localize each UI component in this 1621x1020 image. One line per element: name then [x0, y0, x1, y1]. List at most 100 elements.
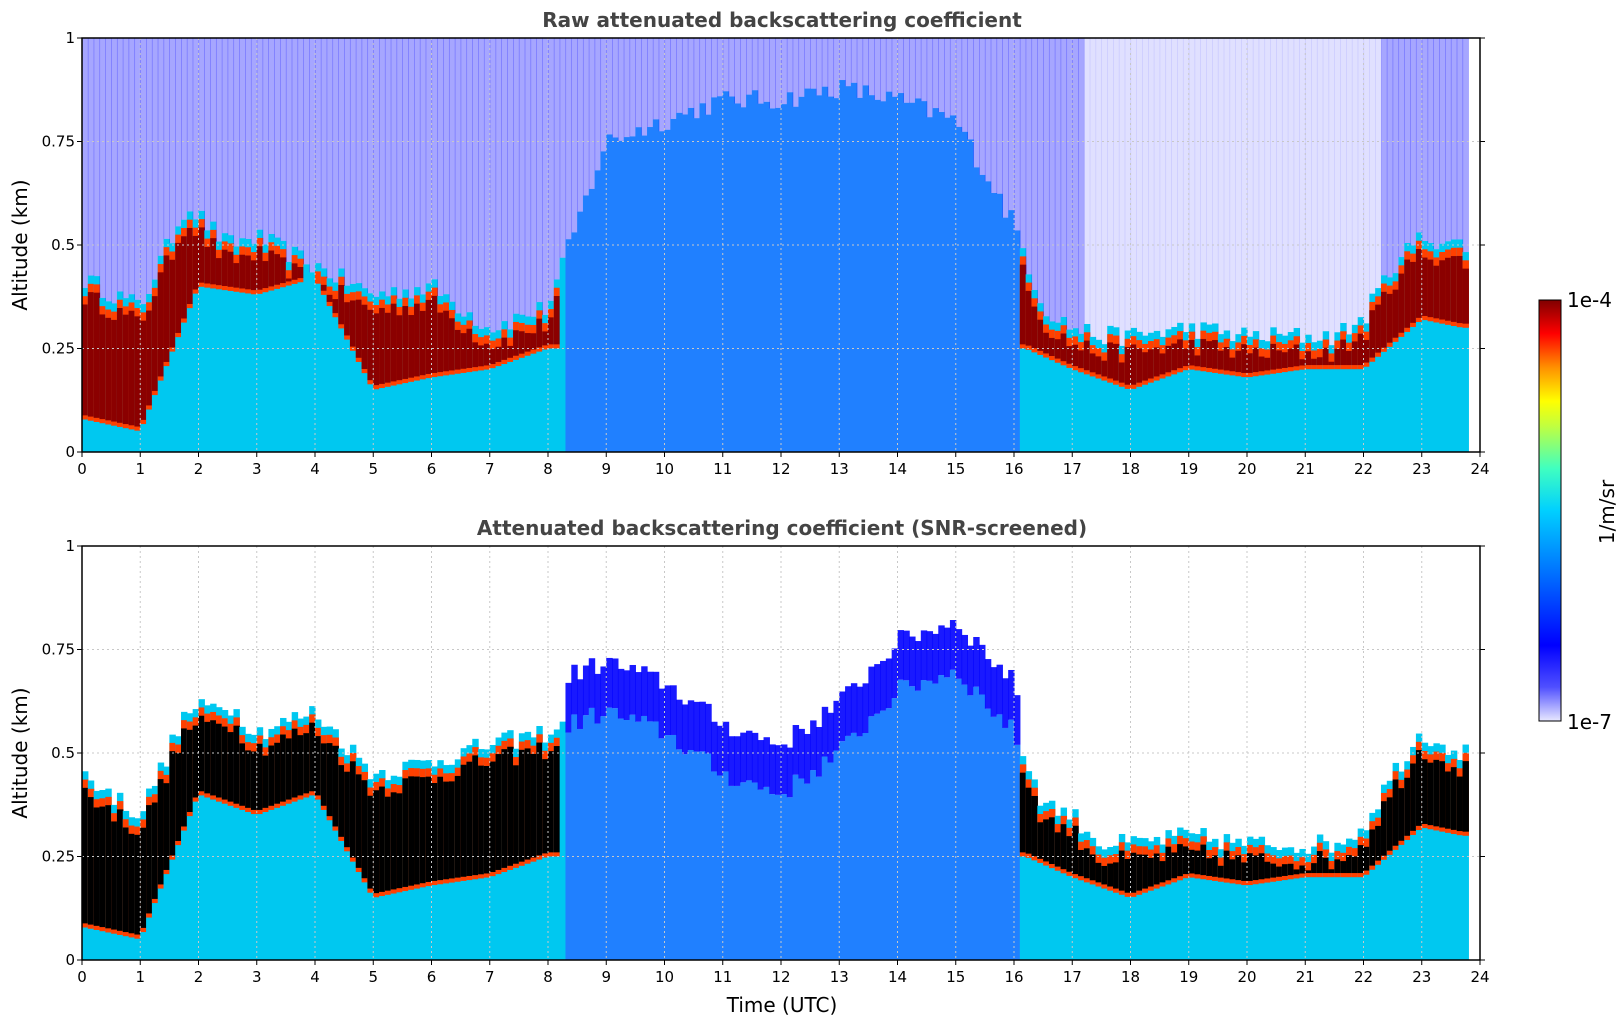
cloud-core-cell [1043, 819, 1050, 862]
heatmap-column [804, 38, 811, 452]
aerosol-cell [315, 263, 322, 452]
y-tick-labels: 00.250.50.751 [42, 29, 1485, 461]
cloud-edge-cell [1305, 862, 1312, 878]
aerosol-cell [1264, 845, 1271, 960]
heatmap-column [227, 38, 235, 452]
heatmap-column [600, 38, 607, 452]
noise-cell [804, 733, 811, 784]
heatmap-column [128, 817, 136, 960]
cloud-core-cell [1048, 337, 1056, 357]
noise-cell [1247, 38, 1254, 337]
noise-cell [1066, 38, 1073, 330]
cloud-core-cell [128, 833, 136, 934]
aerosol-cell [769, 794, 776, 960]
noise-cell [548, 38, 555, 301]
cloud-core-cell [1113, 343, 1120, 381]
aerosol-cell [699, 751, 706, 960]
cloud-core-cell [1182, 348, 1190, 367]
heatmap-column [1450, 38, 1458, 452]
cloud-core-cell [1357, 845, 1365, 874]
cloud-core-cell [1188, 339, 1196, 366]
noise-cell [990, 667, 998, 717]
heatmap-column [751, 732, 759, 960]
chart-title: Attenuated backscattering coefficient (S… [477, 516, 1087, 540]
cloud-core-cell [1159, 353, 1167, 375]
noise-cell [582, 38, 590, 196]
aerosol-cell [716, 775, 724, 960]
noise-cell [944, 38, 951, 118]
noise-cell [239, 38, 246, 239]
noise-cell [757, 740, 765, 790]
aerosol-cell [658, 738, 666, 960]
heatmap-column [1270, 38, 1277, 452]
aerosol-cell [1043, 316, 1050, 452]
noise-cell [1241, 38, 1248, 328]
heatmap-column [996, 38, 1003, 452]
noise-cell [1445, 38, 1452, 242]
heatmap-column [518, 733, 526, 960]
aerosol-cell [355, 283, 363, 452]
noise-cell [1398, 38, 1405, 258]
aerosol-cell [1031, 779, 1038, 960]
heatmap-column [443, 38, 450, 452]
noise-cell [530, 38, 537, 317]
cloud-core-cell [1293, 869, 1301, 875]
heatmap-column [1439, 744, 1446, 960]
heatmap-column [1019, 38, 1027, 452]
heatmap-column [984, 659, 992, 960]
heatmap-column [850, 38, 858, 452]
aerosol-cell [862, 733, 869, 960]
noise-cell [1415, 38, 1423, 233]
aerosol-cell [536, 302, 543, 452]
cloud-core-cell [303, 733, 310, 794]
cloud-core-cell [1439, 761, 1446, 828]
heatmap-column [245, 38, 252, 452]
noise-cell [769, 38, 776, 109]
cloud-core-cell [478, 765, 485, 875]
heatmap-column [93, 38, 101, 452]
heatmap-column [105, 38, 112, 452]
noise-cell [1002, 38, 1009, 218]
noise-cell [513, 38, 520, 314]
cloud-core-cell [285, 738, 293, 800]
heatmap-column [157, 38, 165, 452]
noise-cell [746, 730, 753, 781]
heatmap-column [1031, 38, 1038, 452]
x-tick-label: 8 [543, 968, 553, 986]
aerosol-cell [897, 93, 904, 453]
heatmap-column [1048, 800, 1056, 960]
cloud-core-cell [1083, 848, 1091, 879]
aerosol-cell [1375, 288, 1382, 452]
heatmap-column [396, 776, 403, 960]
noise-cell [827, 712, 835, 763]
heatmap-column [1078, 38, 1085, 452]
heatmap-column [1445, 754, 1452, 960]
noise-cell [652, 38, 660, 120]
cloud-core-cell [431, 783, 438, 881]
cloud-core-cell [1043, 332, 1050, 354]
heatmap-column [1450, 750, 1458, 960]
heatmap-column [1101, 38, 1108, 452]
noise-cell [676, 699, 683, 750]
noise-cell [757, 38, 765, 104]
heatmap-column [181, 38, 188, 452]
heatmap-column [635, 38, 642, 453]
aerosol-cell [1083, 831, 1091, 960]
heatmap-column [1421, 38, 1429, 452]
x-tick-label: 12 [771, 968, 790, 986]
noise-cell [868, 38, 875, 96]
cloud-core-cell [227, 732, 235, 802]
noise-cell [623, 670, 631, 721]
heatmap-column [577, 38, 584, 452]
cloud-core-cell [437, 776, 444, 881]
noise-cell [926, 38, 934, 118]
cloud-core-cell [1369, 310, 1376, 358]
noise-cell [309, 38, 316, 273]
heatmap-column [1328, 38, 1335, 452]
noise-cell [763, 38, 770, 102]
noise-cell [1316, 38, 1324, 341]
heatmap-column [1357, 38, 1365, 452]
noise-cell [798, 38, 805, 97]
heatmap-column [652, 671, 660, 960]
aerosol-cell [1293, 852, 1301, 960]
